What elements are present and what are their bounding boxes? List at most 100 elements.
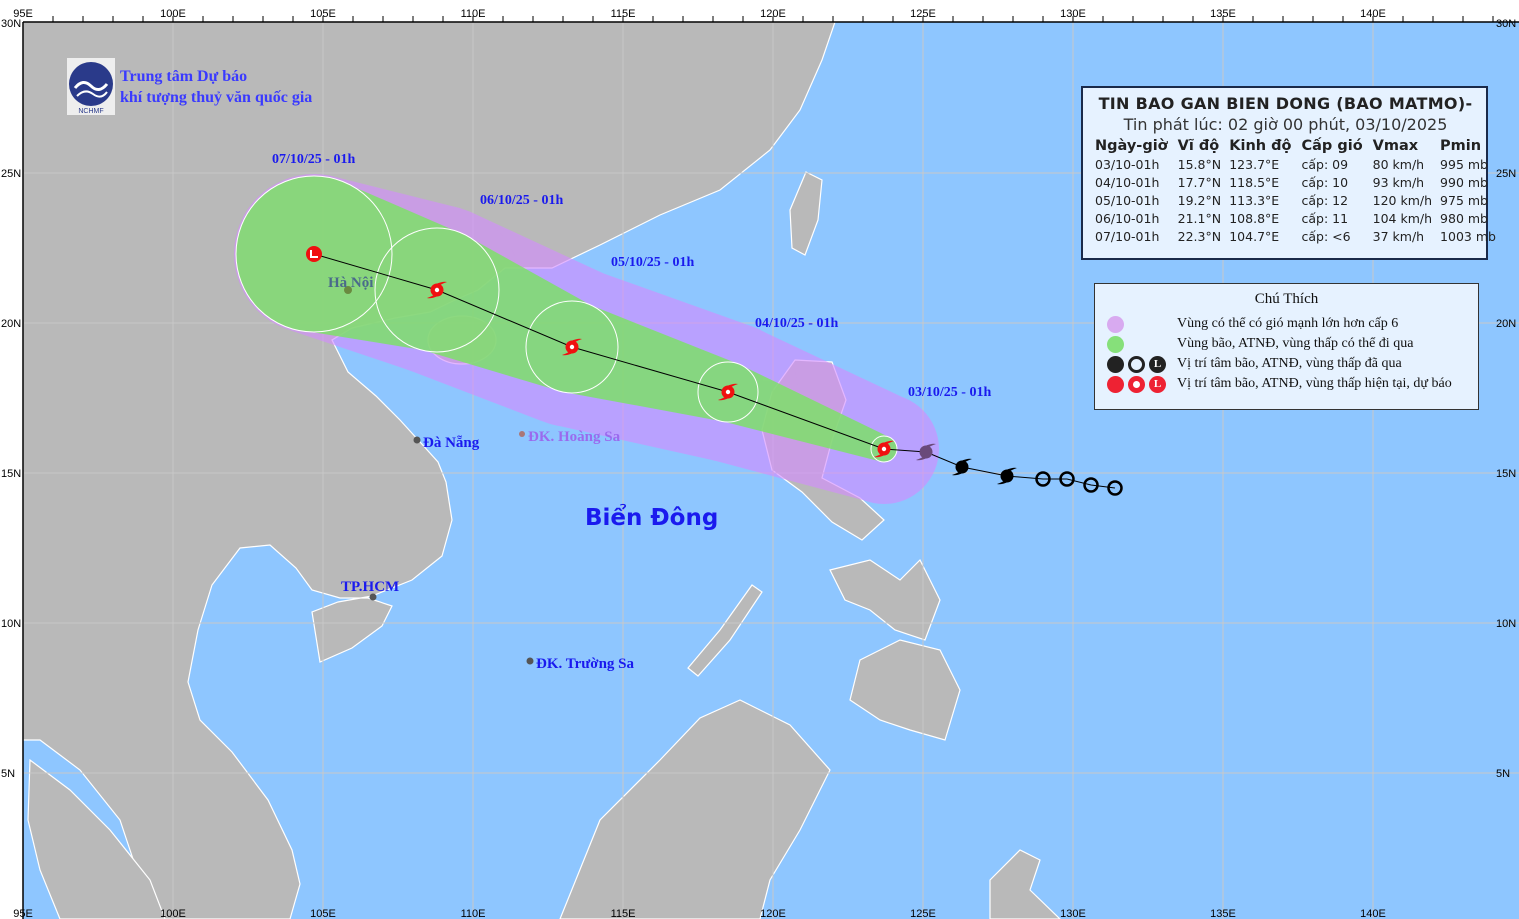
lat-tick-label-left: 30N — [1, 18, 21, 30]
issued-time: Tin phát lúc: 02 giờ 00 phút, 03/10/2025 — [1123, 115, 1448, 134]
uncertainty-circle — [235, 175, 393, 333]
uncertainty-circle — [374, 227, 500, 353]
lon-tick-label-top: 105E — [310, 8, 336, 20]
lat-tick-label-right: 20N — [1496, 318, 1516, 330]
table-cell: 120 km/h — [1372, 193, 1433, 208]
legend-item-storm-zone: Vùng bão, ATNĐ, vùng thấp có thể đi qua — [1107, 334, 1413, 354]
label-truongsa: ĐK. Trường Sa — [536, 656, 635, 672]
lat-tick-label-right: 5N — [1496, 768, 1510, 780]
lon-tick-label-top: 140E — [1360, 8, 1386, 20]
past-storm-icon — [997, 467, 1017, 485]
table-row: 06/10-01h 21.1°N 108.8°E cấp: 11 104 km/h 980… — [1091, 210, 1500, 228]
legend-label: Vị trí tâm bão, ATNĐ, vùng thấp hiện tại… — [1177, 376, 1452, 391]
lat-tick-label-left: 10N — [1, 618, 21, 630]
table-row: 03/10-01h 15.8°N 123.7°E cấp: 09 80 km/h 995 … — [1091, 156, 1500, 174]
lon-tick-label-top: 135E — [1210, 8, 1236, 20]
truongsa-marker — [526, 657, 534, 665]
legend-item-forecast: L Vị trí tâm bão, ATNĐ, vùng thấp hiện t… — [1107, 374, 1452, 394]
lat-tick-label-right: 10N — [1496, 618, 1516, 630]
table-cell: 03/10-01h — [1095, 157, 1160, 172]
mindanao — [849, 639, 961, 741]
col-header: Pmin — [1440, 138, 1482, 154]
table-cell: 980 mb — [1440, 211, 1488, 226]
past-storm-icon — [1107, 355, 1124, 373]
legend: Chú Thích Vùng có thể có gió mạnh lớn hơ… — [1094, 283, 1479, 410]
lon-tick-label-top: 110E — [461, 8, 486, 20]
label-hcm: TP.HCM — [341, 579, 399, 595]
org-name-line2: khí tượng thuỷ văn quốc gia — [120, 89, 313, 106]
organization-header: NCHMF Trung tâm Dự báo khí tượng thuỷ vă… — [67, 58, 312, 115]
legend-item-past: L Vị trí tâm bão, ATNĐ, vùng thấp đã qua — [1107, 354, 1402, 374]
table-cell: 80 km/h — [1372, 157, 1425, 172]
table-row: 05/10-01h 19.2°N 113.3°E cấp: 12 120 km/h 975… — [1091, 192, 1500, 210]
table-cell: cấp: 09 — [1301, 157, 1349, 172]
track-line — [313, 253, 1116, 489]
table-cell: 123.7°E — [1229, 157, 1280, 172]
table-cell: cấp: 12 — [1301, 193, 1349, 208]
axes: 95E95E100E100E105E105E110E110E115E115E12… — [1, 8, 1519, 919]
lat-tick-label-left: 25N — [1, 168, 21, 180]
table-cell: 06/10-01h — [1095, 211, 1160, 226]
lat-tick-label-right: 25N — [1496, 168, 1516, 180]
forecast-time-label: 07/10/25 - 01h — [272, 152, 355, 167]
past-depression-icon — [1083, 477, 1099, 493]
table-cell: 990 mb — [1440, 175, 1488, 190]
forecast-storm-icon — [562, 338, 582, 356]
lon-tick-label-top: 100E — [160, 8, 186, 20]
borneo — [559, 699, 831, 919]
legend-label: Vùng có thể có gió mạnh lớn hơn cấp 6 — [1177, 316, 1399, 331]
table-cell: 104 km/h — [1372, 211, 1433, 226]
table-cell: 22.3°N — [1177, 229, 1222, 244]
table-cell: 19.2°N — [1177, 193, 1222, 208]
label-hanoi: Hà Nội — [328, 275, 373, 291]
lon-tick-label-top: 115E — [611, 8, 636, 20]
table-cell: 05/10-01h — [1095, 193, 1160, 208]
col-header: Ngày-giờ — [1095, 138, 1168, 154]
palawan — [687, 584, 763, 677]
bulletin-title: TIN BAO GAN BIEN DONG (BAO MATMO)- — [1098, 94, 1473, 113]
storm-zone — [236, 176, 897, 462]
table-cell: 07/10-01h — [1095, 229, 1160, 244]
forecast-time-label: 03/10/25 - 01h — [908, 385, 991, 400]
table-cell: cấp: 10 — [1301, 175, 1349, 190]
legend-label: Vị trí tâm bão, ATNĐ, vùng thấp đã qua — [1177, 356, 1402, 371]
table-row: 07/10-01h 22.3°N 104.7°E cấp: <6 37 km/h 1003… — [1091, 228, 1500, 246]
storm-info-box: TIN BAO GAN BIEN DONG (BAO MATMO)- Tin p… — [1081, 86, 1496, 260]
forecast-table: Ngày-giờ Vĩ độ Kinh độ Cấp gió Vmax Pmin… — [1091, 138, 1500, 246]
label-danang: Đà Nẵng — [423, 435, 480, 451]
hanoi-marker — [344, 286, 352, 294]
table-cell: 118.5°E — [1229, 175, 1280, 190]
table-cell: 04/10-01h — [1095, 175, 1160, 190]
org-name-line1: Trung tâm Dự báo — [120, 68, 248, 85]
table-cell: 1003 mb — [1440, 229, 1496, 244]
forecast-cone — [234, 174, 939, 504]
past-depression-icon — [1128, 355, 1145, 373]
col-header: Cấp gió — [1301, 138, 1363, 154]
lon-tick-label-bottom: 135E — [1210, 908, 1236, 919]
table-cell: cấp: 11 — [1301, 211, 1349, 226]
past-depression-icon — [1107, 480, 1123, 496]
table-row: 04/10-01h 17.7°N 118.5°E cấp: 10 93 km/h 990 … — [1091, 174, 1500, 192]
lat-tick-label-left: 20N — [1, 318, 21, 330]
lat-tick-label-left: 5N — [1, 768, 15, 780]
lon-tick-label-bottom: 120E — [760, 908, 786, 919]
lon-tick-label-top: 125E — [910, 8, 936, 20]
lon-tick-label-bottom: 100E — [160, 908, 186, 919]
table-cell: 37 km/h — [1372, 229, 1425, 244]
place-labels: Hà Nội Đà Nẵng ĐK. Hoàng Sa TP.HCM ĐK. T… — [328, 275, 718, 672]
lon-tick-label-bottom: 130E — [1060, 908, 1086, 919]
lon-tick-label-top: 95E — [13, 8, 33, 20]
past-storm-icon — [916, 443, 936, 461]
nchmf-logo: NCHMF — [67, 58, 115, 115]
forecast-storm-icon — [718, 383, 738, 401]
sumatra — [27, 758, 166, 919]
legend-item-wind-zone: Vùng có thể có gió mạnh lớn hơn cấp 6 — [1107, 314, 1398, 334]
forecast-time-label: 06/10/25 - 01h — [480, 193, 563, 208]
lon-tick-label-bottom: 125E — [910, 908, 936, 919]
col-header: Kinh độ — [1229, 138, 1292, 154]
label-bien-dong: Biển Đông — [585, 503, 718, 531]
col-header: Vmax — [1372, 138, 1419, 154]
forecast-storm-icon — [427, 281, 447, 299]
past-depression-icon — [1035, 471, 1051, 487]
